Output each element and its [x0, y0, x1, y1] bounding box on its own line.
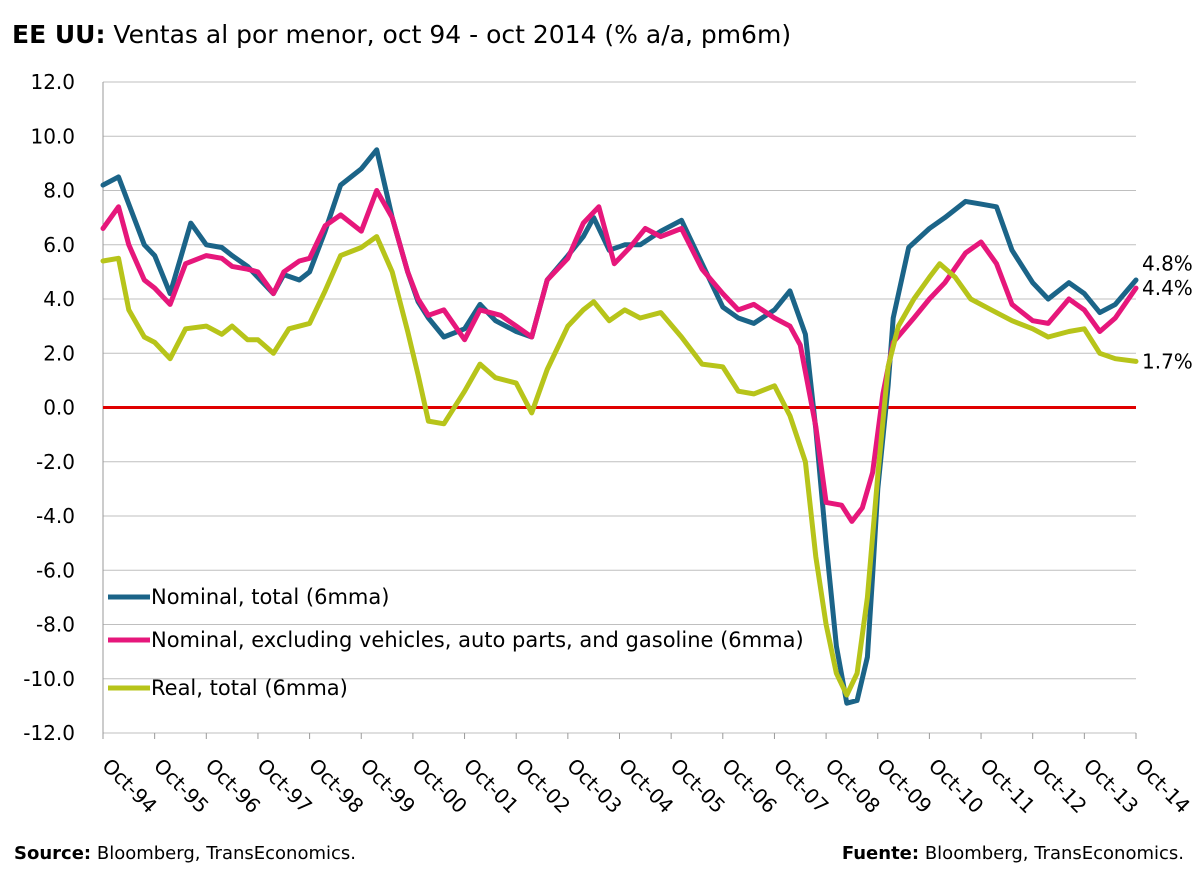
series-line-real	[100, 234, 1139, 698]
source-label: Source:	[14, 843, 92, 864]
x-tick-label: Oct-04	[614, 754, 679, 819]
x-axis: Oct-94Oct-95Oct-96Oct-97Oct-98Oct-99Oct-…	[97, 733, 1195, 818]
x-tick-label: Oct-96	[201, 754, 266, 819]
y-tick-label: -2.0	[36, 450, 75, 474]
y-tick-label: 12.0	[30, 70, 75, 94]
x-tick-label: Oct-00	[407, 754, 472, 819]
x-tick-label: Oct-06	[717, 754, 782, 819]
footer-source: Source: Bloomberg, TransEconomics.	[14, 843, 356, 864]
title-country: EE UU:	[12, 20, 106, 49]
end-label: 1.7%	[1142, 349, 1193, 373]
y-tick-label: 2.0	[43, 341, 75, 365]
x-tick-label: Oct-11	[976, 754, 1041, 819]
legend: Nominal, total (6mma) Nominal, excluding …	[108, 585, 804, 700]
chart-title: EE UU: Ventas al por menor, oct 94 - oct…	[12, 20, 791, 49]
end-label: 4.8%	[1142, 251, 1193, 275]
y-tick-label: -10.0	[23, 667, 75, 691]
y-tick-label: -4.0	[36, 504, 75, 528]
x-tick-label: Oct-12	[1027, 754, 1092, 819]
series-lines	[100, 147, 1139, 706]
end-label: 4.4%	[1142, 276, 1193, 300]
footer-fuente: Fuente: Bloomberg, TransEconomics.	[842, 843, 1184, 864]
series-line-core	[100, 188, 1139, 524]
x-tick-label: Oct-14	[1130, 754, 1195, 819]
y-tick-label: -8.0	[36, 613, 75, 637]
title-text: Ventas al por menor, oct 94 - oct 2014 (…	[113, 20, 792, 49]
x-tick-label: Oct-10	[924, 754, 989, 819]
x-tick-label: Oct-05	[666, 754, 731, 819]
legend-label-real: Real, total (6mma)	[151, 676, 348, 700]
x-tick-label: Oct-98	[304, 754, 369, 819]
y-axis: 12.0 10.0 8.0 6.0 4.0 2.0 0.0 -2.0 -4.0 -6.0 -8.0 -…	[23, 70, 104, 745]
x-tick-label: Oct-01	[459, 754, 524, 819]
legend-label-nominal: Nominal, total (6mma)	[151, 585, 389, 609]
series-line-nominal	[100, 147, 1139, 706]
y-tick-label: 6.0	[43, 233, 75, 257]
y-tick-label: 8.0	[43, 179, 75, 203]
x-tick-label: Oct-07	[769, 754, 834, 819]
x-tick-label: Oct-99	[356, 754, 421, 819]
x-tick-label: Oct-03	[562, 754, 627, 819]
y-tick-label: 0.0	[43, 396, 75, 420]
x-tick-label: Oct-08	[821, 754, 886, 819]
legend-label-core: Nominal, excluding vehicles, auto parts,…	[151, 628, 804, 652]
y-tick-label: -12.0	[23, 721, 75, 745]
x-tick-label: Oct-97	[252, 754, 317, 819]
y-tick-label: 10.0	[30, 124, 75, 148]
x-tick-label: Oct-13	[1079, 754, 1144, 819]
end-labels: 4.8%4.4% 1.7%	[1142, 251, 1193, 373]
fuente-label: Fuente:	[841, 843, 920, 864]
x-tick-label: Oct-94	[97, 754, 162, 819]
fuente-text: Bloomberg, TransEconomics.	[924, 843, 1184, 864]
x-tick-label: Oct-09	[872, 754, 937, 819]
x-tick-label: Oct-95	[149, 754, 214, 819]
source-text: Bloomberg, TransEconomics.	[96, 843, 357, 864]
x-tick-label: Oct-02	[511, 754, 576, 819]
y-tick-label: -6.0	[36, 558, 75, 582]
y-tick-label: 4.0	[43, 287, 75, 311]
